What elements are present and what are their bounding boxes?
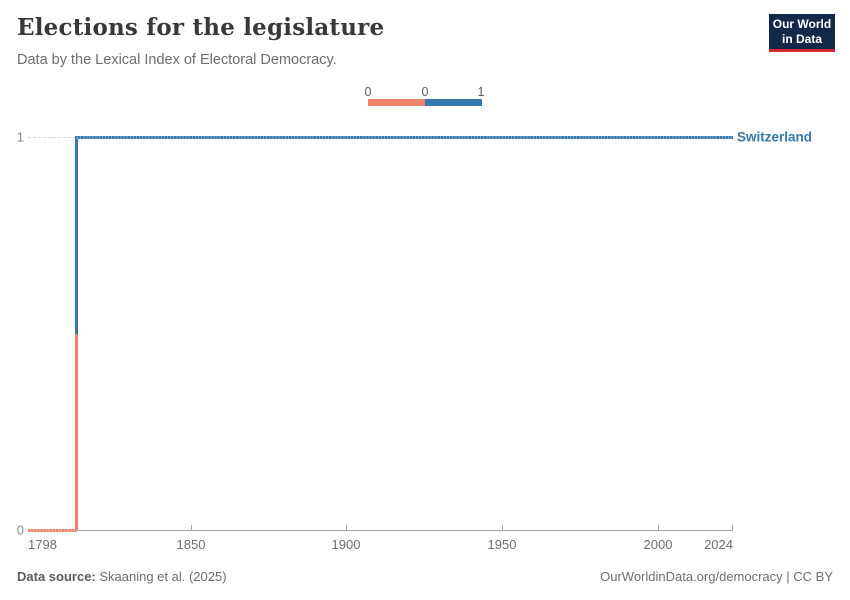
x-axis-label-1950: 1950 xyxy=(487,537,517,552)
owid-logo[interactable]: Our World in Data xyxy=(769,14,835,52)
legend-bin-value-1[interactable] xyxy=(425,99,482,106)
legend-tick-0-left: 0 xyxy=(364,85,372,99)
connector-upper-blue xyxy=(75,137,78,334)
x-axis-label-1850: 1850 xyxy=(176,537,206,552)
y-axis-label-0: 0 xyxy=(16,522,24,538)
legend-tick-0-mid: 0 xyxy=(421,85,429,99)
chart-subtitle: Data by the Lexical Index of Electoral D… xyxy=(17,52,337,68)
x-tick-1850 xyxy=(191,525,192,530)
y-axis-label-1: 1 xyxy=(16,129,24,145)
x-axis-line xyxy=(28,530,733,531)
x-axis-label-1798: 1798 xyxy=(28,537,57,552)
page-title: Elections for the legislature xyxy=(17,14,385,41)
color-legend-bar[interactable] xyxy=(368,99,482,106)
series-switzerland-segment-value1[interactable] xyxy=(75,135,733,139)
x-axis-label-1900: 1900 xyxy=(331,537,361,552)
x-tick-1900 xyxy=(346,525,347,530)
connector-lower-orange xyxy=(75,333,78,530)
series-entity-label[interactable]: Switzerland xyxy=(737,129,813,145)
plot-area xyxy=(28,135,733,532)
legend-tick-1-right: 1 xyxy=(477,85,485,99)
x-tick-1950 xyxy=(502,525,503,530)
data-source-value: Skaaning et al. (2025) xyxy=(95,569,227,584)
series-switzerland-segment-value0[interactable] xyxy=(28,529,77,532)
x-tick-2024 xyxy=(732,525,733,530)
x-axis-label-2000: 2000 xyxy=(643,537,673,552)
legend-bin-value-0[interactable] xyxy=(368,99,425,106)
attribution-link[interactable]: OurWorldinData.org/democracy | CC BY xyxy=(600,569,833,584)
series-switzerland-step-connector[interactable] xyxy=(75,137,78,530)
x-tick-2000 xyxy=(658,525,659,530)
data-source-note: Data source: Skaaning et al. (2025) xyxy=(17,569,227,584)
owid-logo-text: Our World in Data xyxy=(772,16,832,46)
x-axis-label-2024: 2024 xyxy=(704,537,733,552)
data-source-label: Data source: xyxy=(17,569,96,584)
